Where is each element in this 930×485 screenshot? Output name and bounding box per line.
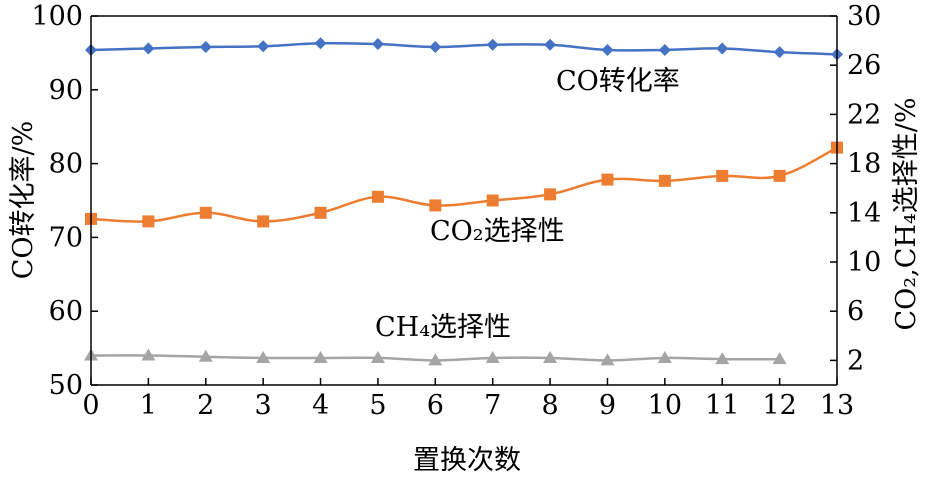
data-point (142, 215, 155, 228)
data-point (370, 350, 385, 363)
y-tick-label-right: 10 (847, 247, 881, 278)
x-tick-label: 8 (541, 390, 558, 421)
data-point (429, 40, 442, 53)
y-tick-label-right: 18 (847, 149, 881, 180)
x-tick-label: 11 (705, 390, 739, 421)
y-tick-label-left: 100 (31, 1, 83, 32)
data-point (429, 199, 442, 212)
data-point (371, 38, 384, 51)
series-label-ch4-selectivity: CH₄选择性 (375, 312, 511, 343)
data-point (601, 173, 614, 186)
data-point (256, 350, 271, 363)
data-point (716, 42, 729, 55)
axes: 0 1 2 3 4 5 6 7 8 9 10 11 12 135060708090100261014182… (31, 1, 881, 421)
data-point (257, 40, 270, 53)
data-point (658, 174, 671, 187)
data-point (773, 46, 786, 59)
x-tick-label: 9 (599, 390, 616, 421)
x-tick-label: 2 (197, 390, 214, 421)
y-tick-label-left: 80 (49, 149, 83, 180)
y-tick-label-left: 90 (49, 75, 83, 106)
data-point (314, 37, 327, 50)
y-tick-label-right: 2 (847, 345, 864, 376)
data-point (544, 38, 557, 51)
y-axis-label-left: CO转化率/% (8, 121, 39, 280)
data-point (199, 40, 212, 53)
data-point (313, 350, 328, 363)
data-point (716, 169, 729, 182)
y-tick-label-right: 14 (847, 198, 881, 229)
data-point (198, 349, 213, 362)
x-tick-label: 7 (484, 390, 501, 421)
y-tick-label-left: 60 (49, 296, 83, 327)
data-point (485, 350, 500, 363)
data-point (773, 169, 786, 182)
x-tick-label: 6 (427, 390, 444, 421)
data-point (486, 194, 499, 207)
x-axis-label: 置换次数 (413, 445, 521, 476)
data-point (657, 350, 672, 363)
series-1 (85, 141, 843, 228)
series-label-co-conversion: CO转化率 (556, 66, 680, 97)
data-point (141, 348, 156, 361)
data-point (371, 190, 384, 203)
x-tick-label: 12 (762, 390, 796, 421)
data-point (658, 43, 671, 56)
series-label-co2-selectivity: CO₂选择性 (430, 216, 565, 247)
data-point (257, 215, 270, 228)
data-point (600, 353, 615, 366)
y-tick-label-right: 30 (847, 1, 881, 32)
x-tick-label: 13 (820, 390, 854, 421)
x-tick-label: 5 (369, 390, 386, 421)
data-point (428, 353, 443, 366)
y-tick-label-left: 50 (49, 370, 83, 401)
y-tick-label-right: 22 (847, 99, 881, 130)
data-point (486, 38, 499, 51)
data-point (199, 206, 212, 219)
data-point (543, 350, 558, 363)
series-labels: CO转化率 CO₂选择性 CH₄选择性 (375, 66, 680, 343)
y-tick-label-right: 6 (847, 296, 864, 327)
y-axis-label-right: CO₂,CH₄选择性/% (891, 98, 922, 331)
data-point (142, 42, 155, 55)
series-2 (84, 348, 787, 366)
data-point (544, 188, 557, 201)
x-tick-label: 1 (140, 390, 157, 421)
data-point (772, 352, 787, 365)
data-point (601, 43, 614, 56)
data-point (314, 206, 327, 219)
x-tick-label: 4 (312, 390, 329, 421)
series-0 (85, 37, 843, 61)
y-tick-label-right: 26 (847, 50, 881, 81)
data-point (715, 352, 730, 365)
x-tick-label: 3 (255, 390, 272, 421)
y-tick-label-left: 70 (49, 222, 83, 253)
x-tick-label: 0 (82, 390, 99, 421)
x-tick-label: 10 (648, 390, 682, 421)
